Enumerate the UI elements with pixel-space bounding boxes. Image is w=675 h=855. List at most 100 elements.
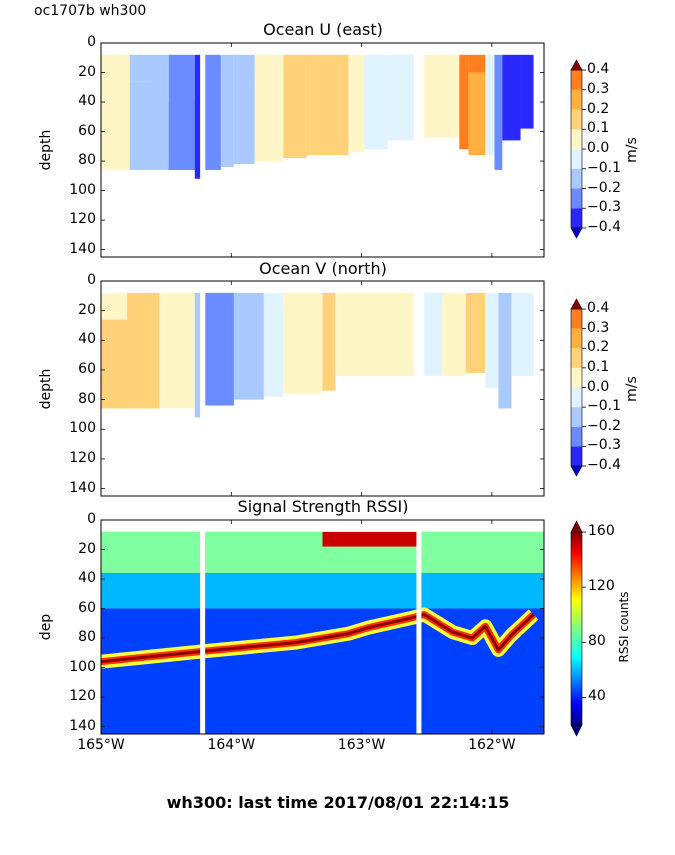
- profile-cell-12-0: [465, 292, 486, 373]
- profile-cell-18-0: [485, 54, 495, 156]
- profile-cell-4-0: [194, 54, 203, 179]
- rssi-surface-high-patch: [322, 531, 419, 547]
- colorbar-tick-label: 120: [588, 578, 615, 595]
- colorbar-tick-label: 0.4: [587, 300, 610, 316]
- rssi-colorbar-label: RSSI counts: [617, 591, 631, 663]
- profile-cell-16-0: [459, 54, 469, 150]
- data-gap-1: [416, 43, 422, 257]
- ocean-v-axes-frame: [100, 280, 545, 497]
- colorbar-band-4: [571, 367, 582, 388]
- colorbar-bottom-arrow: [570, 227, 583, 239]
- rssi-y-label: dep: [38, 613, 54, 641]
- profile-cell-11-0: [348, 54, 365, 153]
- rssi-colorbar-top-arrow: [570, 520, 583, 533]
- y-tick-label: 80: [78, 152, 96, 169]
- y-tick-label: 40: [78, 570, 96, 587]
- colorbar-tick-label: 0.2: [587, 339, 610, 356]
- y-tick-label: 100: [69, 181, 96, 198]
- y-tick-label: 140: [69, 479, 96, 496]
- colorbar-tick-label: 80: [588, 633, 606, 650]
- data-gap-0: [200, 43, 206, 257]
- colorbar-band-6: [571, 89, 582, 110]
- data-gap-0: [200, 281, 206, 496]
- y-tick-label: 0: [87, 511, 96, 527]
- colorbar-tick-label: −0.3: [587, 437, 621, 454]
- ocean-v-colorbar: [570, 298, 586, 477]
- profile-cell-1-1: [129, 81, 151, 170]
- profile-cell-10-0: [306, 54, 349, 156]
- colorbar-tick-label: 160: [588, 523, 615, 539]
- colorbar-bottom-arrow: [570, 465, 583, 477]
- colorbar-band-1: [571, 426, 582, 447]
- profile-cell-14-0: [424, 54, 438, 138]
- colorbar-tick-label: 0.3: [587, 319, 610, 336]
- profile-cell-5-0: [233, 292, 264, 400]
- x-tick-label: 164°W: [207, 737, 256, 753]
- profile-cell-8-0: [322, 292, 336, 391]
- colorbar-band-3: [571, 387, 582, 408]
- y-tick-label: 120: [69, 688, 96, 705]
- colorbar-tick-label: 0.4: [587, 61, 610, 77]
- ocean-u-title: Ocean U (east): [263, 20, 383, 39]
- profile-cell-1-0: [127, 292, 160, 409]
- ocean-v-title: Ocean V (north): [259, 259, 387, 278]
- profile-cell-4-0: [205, 292, 234, 406]
- profile-cell-13-0: [485, 292, 499, 388]
- colorbar-tick-label: 0.2: [587, 100, 610, 117]
- ocean-v-y-ticks: [100, 280, 544, 496]
- colorbar-band-5: [571, 348, 582, 368]
- profile-cell-17-0: [468, 54, 486, 73]
- x-tick-label: 163°W: [337, 737, 386, 753]
- rssi-bottom-echo-core: [100, 612, 535, 664]
- y-tick-label: 100: [69, 420, 96, 437]
- profile-cell-2-0: [159, 292, 195, 409]
- y-tick-label: 80: [78, 390, 96, 407]
- colorbar-tick-label: −0.2: [587, 179, 621, 196]
- rssi-colorbar: [570, 520, 586, 737]
- profile-cell-8-0: [254, 54, 284, 85]
- colorbar-band-3: [571, 149, 582, 169]
- rssi-panel: [100, 519, 586, 737]
- profile-cell-9-0: [335, 292, 414, 376]
- profile-cell-0-1: [101, 319, 128, 409]
- profile-cell-0-0: [101, 54, 130, 170]
- colorbar-tick-label: 0.1: [587, 358, 610, 375]
- colorbar-band-6: [571, 328, 582, 349]
- ocean-u-axes-frame: [100, 42, 545, 258]
- rssi-colorbar-bottom-arrow: [570, 724, 583, 737]
- ocean-u-heatmap: [101, 43, 534, 257]
- rssi-colorbar-gradient: [570, 531, 583, 726]
- colorbar-tick-label: 0.3: [587, 80, 610, 97]
- rssi-title: Signal Strength RSSI): [237, 497, 409, 516]
- colorbar-tick-label: −0.2: [587, 417, 621, 434]
- data-gap-0: [200, 520, 206, 734]
- y-tick-label: 120: [69, 449, 96, 466]
- colorbar-tick-label: −0.4: [587, 219, 621, 235]
- y-tick-label: 100: [69, 658, 96, 675]
- rssi-mid-band: [101, 573, 544, 609]
- colorbar-tick-label: 0.0: [587, 140, 610, 156]
- x-tick-label: 162°W: [468, 737, 516, 753]
- y-tick-label: 20: [78, 301, 96, 318]
- profile-cell-21-0: [520, 54, 534, 129]
- ocean-u-panel: [100, 42, 586, 258]
- ocean-u-y-label: depth: [38, 129, 54, 171]
- rssi-axes-frame: [100, 519, 545, 735]
- rssi-heatmap: [100, 520, 544, 734]
- profile-cell-11-0: [442, 292, 466, 376]
- colorbar-top-arrow: [570, 298, 583, 310]
- data-gap-1: [416, 520, 422, 734]
- profile-cell-20-0: [502, 54, 521, 141]
- profile-cell-7-0: [233, 54, 255, 165]
- profile-cell-9-0: [283, 54, 307, 159]
- ocean-v-panel: [100, 280, 586, 497]
- ocean-u-colorbar-label: m/s: [624, 137, 640, 163]
- profile-cell-6-0: [220, 54, 234, 167]
- colorbar-band-2: [571, 168, 582, 189]
- y-tick-label: 60: [78, 360, 96, 377]
- colorbar-tick-label: −0.1: [587, 398, 621, 415]
- colorbar-tick-label: 40: [588, 688, 606, 705]
- y-tick-label: 80: [78, 629, 96, 646]
- colorbar-tick-label: −0.1: [587, 159, 621, 176]
